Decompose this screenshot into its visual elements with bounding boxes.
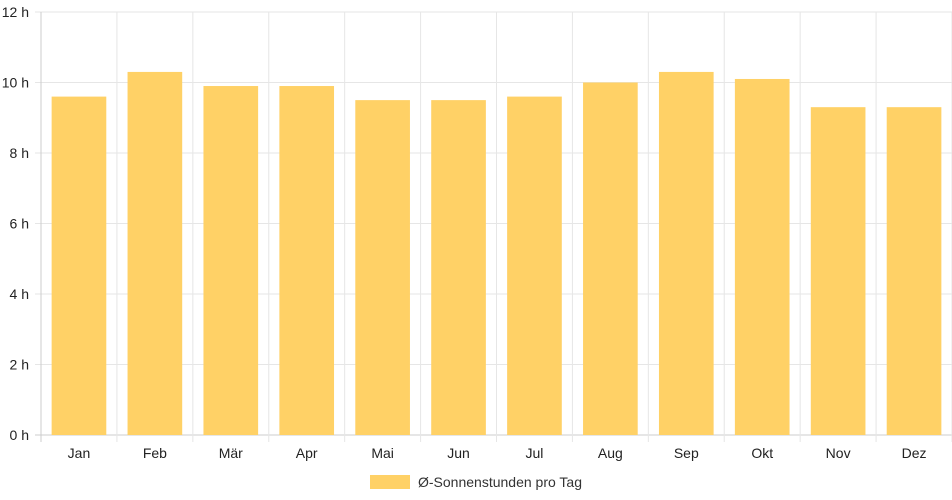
- x-tick-label: Mai: [371, 445, 394, 461]
- x-tick-label: Okt: [751, 445, 773, 461]
- y-tick-label: 12 h: [2, 4, 29, 20]
- bar: [810, 107, 866, 436]
- bar: [51, 96, 107, 435]
- x-tick-label: Jun: [447, 445, 470, 461]
- x-tick-label: Nov: [826, 445, 851, 461]
- x-tick-label: Apr: [296, 445, 318, 461]
- y-tick-label: 2 h: [10, 357, 29, 373]
- bar: [734, 78, 790, 435]
- x-tick-label: Mär: [219, 445, 243, 461]
- y-tick-label: 0 h: [10, 427, 29, 443]
- bar: [583, 82, 638, 435]
- x-tick-label: Dez: [902, 445, 927, 461]
- bar: [203, 86, 259, 436]
- x-tick-label: Jul: [526, 445, 544, 461]
- legend[interactable]: Ø-Sonnenstunden pro Tag: [0, 472, 952, 492]
- legend-swatch: [370, 475, 410, 489]
- bar: [658, 71, 714, 436]
- grid: [35, 11, 952, 442]
- bar: [127, 71, 183, 436]
- y-tick-label: 10 h: [2, 75, 29, 91]
- y-tick-label: 4 h: [10, 286, 29, 302]
- bar: [355, 100, 410, 435]
- legend-label: Ø-Sonnenstunden pro Tag: [418, 474, 582, 490]
- bar: [507, 96, 562, 435]
- y-tick-label: 6 h: [10, 216, 29, 232]
- x-tick-label: Feb: [143, 445, 167, 461]
- x-tick-label: Jan: [68, 445, 91, 461]
- y-tick-label: 8 h: [10, 145, 29, 161]
- x-tick-label: Aug: [598, 445, 623, 461]
- bars: [51, 71, 942, 436]
- bar: [886, 107, 942, 436]
- axes: 0 h 2 h 4 h 6 h 8 h 10 h 12 h Jan Feb Mär Apr Mai Ju…: [2, 4, 927, 461]
- x-tick-label: Sep: [674, 445, 699, 461]
- bar: [279, 86, 335, 436]
- bar: [431, 100, 486, 435]
